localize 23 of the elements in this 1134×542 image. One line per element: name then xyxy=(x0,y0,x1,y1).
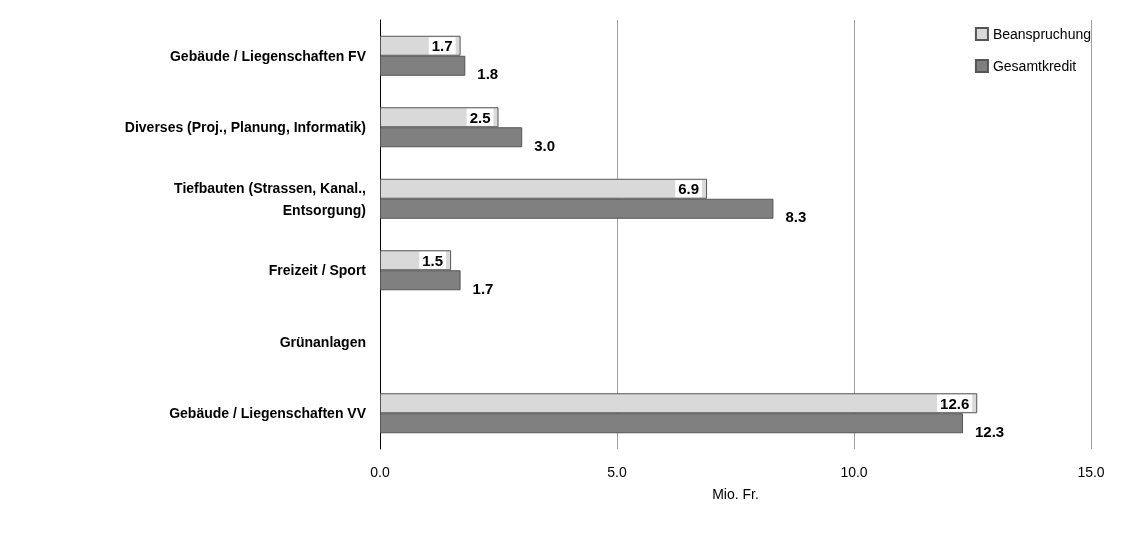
y-tick-label: Gebäude / Liegenschaften FV xyxy=(169,47,367,64)
data-label: 2.5 xyxy=(469,108,491,126)
legend-label: Beanspruchung xyxy=(992,26,1091,42)
x-tick-label: 10.0 xyxy=(840,464,868,480)
y-tick-label: Gebäude / Liegenschaften VV xyxy=(169,405,367,422)
y-tick-label: Diverses (Proj., Planung, Informatik) xyxy=(124,119,366,136)
y-tick-label: Tiefbauten (Strassen, Kanal., Entsorgung) xyxy=(174,179,366,218)
x-tick-label: 0.0 xyxy=(370,464,390,480)
x-tick-label: 5.0 xyxy=(607,464,627,480)
data-label: 6.9 xyxy=(678,180,700,198)
x-tick-label: 15.0 xyxy=(1077,464,1105,480)
x-axis-title: Mio. Fr. xyxy=(712,486,759,502)
legend-label: Gesamtkredit xyxy=(992,58,1077,74)
data-label: 3.0 xyxy=(534,136,556,154)
data-label: 12.3 xyxy=(975,422,1005,440)
data-label: 1.5 xyxy=(422,251,444,269)
data-label: 8.3 xyxy=(785,208,807,226)
y-tick-label: Freizeit / Sport xyxy=(268,262,367,279)
data-label: 1.8 xyxy=(477,65,499,83)
y-tick-label: Grünanlagen xyxy=(279,333,366,350)
data-label: 1.7 xyxy=(431,37,453,55)
data-label: 1.7 xyxy=(472,279,494,297)
data-label: 12.6 xyxy=(940,394,970,412)
